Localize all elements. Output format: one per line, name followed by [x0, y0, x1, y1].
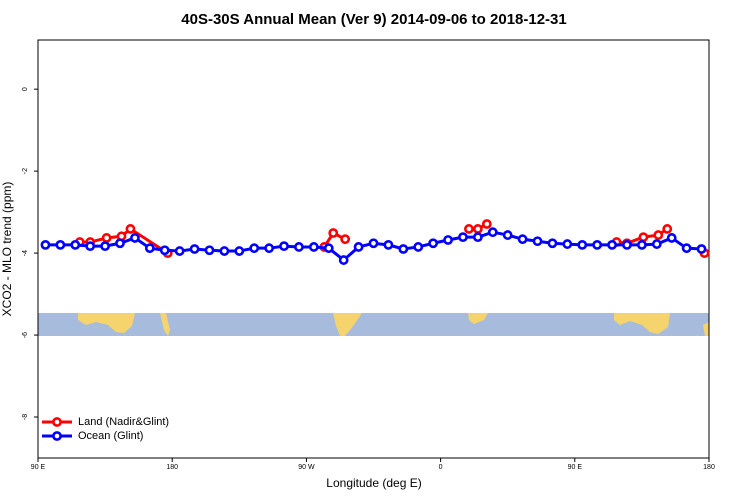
y-axis-label: XCO2 - MLO trend (ppm) — [0, 182, 14, 317]
point — [101, 233, 112, 243]
point — [487, 227, 498, 238]
point — [100, 241, 110, 252]
point — [651, 239, 662, 249]
point — [55, 240, 66, 250]
point — [547, 238, 558, 249]
map-strip — [38, 313, 709, 336]
point — [144, 243, 155, 254]
point — [368, 238, 379, 249]
x-tick-label: 180 — [703, 464, 715, 471]
point — [219, 246, 230, 256]
chart-title: 40S-30S Annual Mean (Ver 9) 2014-09-06 t… — [181, 11, 566, 28]
point — [653, 230, 664, 240]
point — [174, 246, 185, 256]
y-tick-label: -2 — [22, 168, 29, 174]
y-tick-label: 0 — [22, 87, 29, 91]
point — [464, 224, 474, 234]
point — [481, 219, 492, 229]
point — [323, 243, 334, 254]
point — [592, 240, 603, 250]
point — [70, 240, 81, 250]
point — [340, 234, 351, 245]
point — [638, 232, 649, 243]
plot-frame — [37, 39, 710, 459]
point — [458, 232, 468, 243]
point — [532, 236, 543, 247]
x-tick-label: 90 E — [568, 464, 583, 471]
point — [383, 240, 394, 250]
point — [472, 224, 483, 234]
point — [413, 242, 424, 252]
legend-marker — [52, 417, 62, 427]
point — [398, 244, 409, 254]
point — [125, 224, 136, 234]
point — [502, 230, 513, 240]
x-tick-label: 90 E — [31, 464, 46, 471]
y-tick-label: -6 — [22, 332, 29, 338]
point — [662, 224, 673, 234]
point — [562, 239, 573, 249]
point — [189, 244, 200, 254]
point — [234, 246, 245, 256]
point — [428, 238, 439, 249]
y-tick-label: -4 — [22, 250, 29, 256]
y-tick-label: -8 — [22, 414, 29, 420]
point — [666, 233, 677, 243]
point — [577, 240, 588, 250]
point — [279, 241, 289, 252]
point — [637, 240, 647, 250]
legend-marker — [52, 431, 62, 441]
point — [517, 234, 528, 245]
point — [328, 228, 339, 238]
legend-label: Ocean (Glint) — [78, 430, 143, 442]
point — [115, 238, 125, 249]
point — [294, 242, 304, 252]
point — [607, 240, 617, 250]
point — [622, 240, 632, 250]
legend-label: Land (Nadir&Glint) — [78, 416, 169, 428]
point — [443, 235, 453, 245]
point — [472, 232, 483, 243]
x-tick-label: 90 W — [298, 464, 315, 471]
point — [264, 243, 275, 254]
point — [130, 233, 140, 243]
point — [308, 242, 319, 252]
x-tick-label: 0 — [439, 464, 443, 471]
x-tick-label: 180 — [166, 464, 178, 471]
x-axis-label: Longitude (deg E) — [326, 476, 421, 490]
point — [40, 240, 51, 250]
point — [353, 242, 364, 252]
point — [696, 244, 707, 254]
point — [204, 245, 215, 256]
point — [681, 243, 692, 254]
point — [159, 245, 170, 256]
point — [338, 255, 349, 265]
point — [85, 241, 96, 252]
point — [249, 243, 260, 254]
